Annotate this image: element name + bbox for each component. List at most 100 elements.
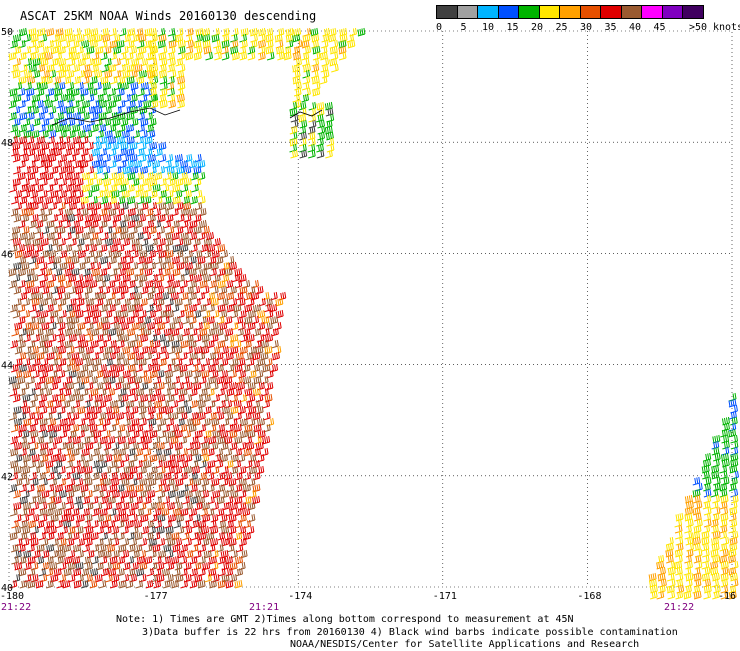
wind-barb (235, 364, 242, 372)
wind-barb (127, 112, 134, 120)
wind-barb (181, 484, 188, 492)
wind-barb (86, 358, 93, 366)
wind-barb (14, 298, 21, 306)
wind-barb (190, 568, 197, 576)
colorbar-label: 5 (460, 22, 466, 33)
wind-barb (105, 226, 112, 234)
wind-barb (252, 280, 259, 288)
wind-barb (168, 346, 175, 354)
wind-barb (277, 28, 284, 36)
wind-barb (32, 406, 39, 414)
wind-barb (144, 100, 151, 108)
wind-barb (108, 304, 115, 312)
wind-barb (96, 418, 103, 426)
wind-barb (128, 436, 135, 444)
wind-barb (63, 580, 70, 588)
wind-barb (195, 190, 202, 198)
wind-barb (29, 52, 36, 60)
colorbar-label: 0 (436, 22, 442, 33)
wind-barb (54, 364, 61, 372)
wind-barb (136, 136, 143, 144)
colorbar-cell (457, 5, 479, 19)
wind-barb (55, 508, 62, 516)
wind-barb (40, 418, 47, 426)
wind-barb (199, 316, 206, 324)
colorbar-label: 20 (531, 22, 543, 33)
wind-barb (109, 160, 116, 168)
wind-barb (24, 58, 31, 66)
wind-barb (33, 490, 40, 498)
wind-barb (222, 574, 229, 582)
wind-barb (112, 442, 119, 450)
wind-barb (190, 232, 197, 240)
wind-barb (68, 358, 75, 366)
wind-barb (24, 286, 31, 294)
wind-barb (127, 136, 134, 144)
wind-barb (101, 256, 108, 264)
wind-barb (105, 250, 112, 258)
wind-barb (121, 82, 128, 90)
wind-barb (190, 328, 197, 336)
wind-barb (230, 418, 237, 426)
colorbar-cell (477, 5, 499, 19)
wind-barb (76, 274, 83, 282)
lon-tick-label: -16 (718, 591, 736, 602)
wind-barb (198, 172, 205, 180)
wind-barb (38, 124, 45, 132)
wind-barb (100, 508, 107, 516)
wind-barb (73, 184, 80, 192)
wind-barb (72, 316, 79, 324)
wind-barb (213, 274, 220, 282)
wind-barb (217, 496, 224, 504)
note-line-3: NOAA/NESDIS/Center for Satellite Applica… (290, 639, 639, 651)
wind-barb (193, 298, 200, 306)
wind-barb (69, 370, 76, 378)
wind-barb (121, 46, 128, 54)
wind-barb (65, 304, 72, 312)
wind-barb (168, 514, 175, 522)
wind-barb (148, 490, 155, 498)
wind-barb (74, 340, 81, 348)
wind-barb (243, 364, 250, 372)
wind-barb (693, 477, 700, 485)
wind-barb (211, 322, 218, 330)
wind-barb (141, 514, 148, 522)
wind-barb (218, 568, 225, 576)
wind-barb (38, 496, 45, 504)
wind-barb (177, 310, 184, 318)
wind-barb (239, 274, 246, 282)
wind-barb (37, 436, 44, 444)
wind-barb (209, 580, 216, 588)
wind-barb (55, 220, 62, 228)
wind-barb (96, 454, 103, 462)
wind-barb (65, 196, 72, 204)
wind-barb (159, 178, 166, 186)
wind-barb (128, 28, 135, 36)
wind-barb (241, 28, 248, 36)
wind-barb (77, 538, 84, 546)
wind-barb (172, 256, 179, 264)
wind-barb (14, 502, 21, 510)
wind-barb (105, 346, 112, 354)
axis-ticks: 504846444240-180-177-174-171-168-1621:22… (0, 27, 736, 613)
colorbar-label: 40 (629, 22, 641, 33)
wind-barb (203, 298, 210, 306)
wind-barb (42, 526, 49, 534)
wind-barb (186, 274, 193, 282)
wind-barb (74, 244, 81, 252)
wind-barb (92, 328, 99, 336)
wind-barb (100, 208, 107, 216)
wind-barb (96, 562, 103, 570)
wind-barb (136, 232, 143, 240)
wind-barb (154, 520, 161, 528)
wind-barb (105, 310, 112, 318)
wind-barb (92, 100, 99, 108)
wind-barb (78, 406, 85, 414)
wind-barb (96, 46, 103, 54)
wind-barb (213, 346, 220, 354)
wind-barb (63, 124, 70, 132)
wind-barb (114, 382, 121, 390)
wind-barb (13, 58, 20, 66)
colorbar-cell (559, 5, 581, 19)
wind-barb (123, 250, 130, 258)
